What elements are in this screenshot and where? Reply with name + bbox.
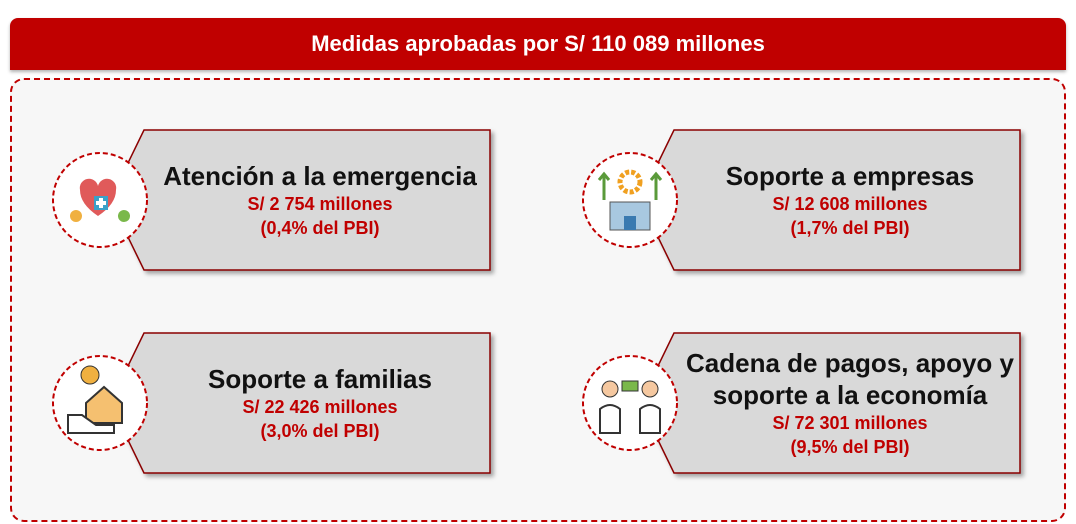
- card: Cadena de pagos, apoyo y soporte a la ec…: [580, 333, 1020, 473]
- card-amount: S/ 22 426 millones: [242, 395, 397, 419]
- card-title: Cadena de pagos, apoyo y soporte a la ec…: [685, 347, 1015, 411]
- card-share: (9,5% del PBI): [790, 435, 909, 459]
- card-title: Soporte a empresas: [726, 160, 975, 192]
- card-title: Soporte a familias: [208, 363, 432, 395]
- header: Medidas aprobadas por S/ 110 089 millone…: [10, 18, 1066, 70]
- card-share: (3,0% del PBI): [260, 419, 379, 443]
- header-title: Medidas aprobadas por S/ 110 089 millone…: [311, 31, 765, 57]
- card-text: Cadena de pagos, apoyo y soporte a la ec…: [685, 333, 1015, 473]
- card-amount: S/ 72 301 millones: [772, 411, 927, 435]
- card-share: (1,7% del PBI): [790, 216, 909, 240]
- card-share: (0,4% del PBI): [260, 216, 379, 240]
- page: Medidas aprobadas por S/ 110 089 millone…: [0, 0, 1076, 524]
- icon-business: [580, 150, 680, 250]
- icon-payments: [580, 353, 680, 453]
- card-title: Atención a la emergencia: [163, 160, 477, 192]
- card-amount: S/ 2 754 millones: [247, 192, 392, 216]
- icon-health: [50, 150, 150, 250]
- card-amount: S/ 12 608 millones: [772, 192, 927, 216]
- icon-family: [50, 353, 150, 453]
